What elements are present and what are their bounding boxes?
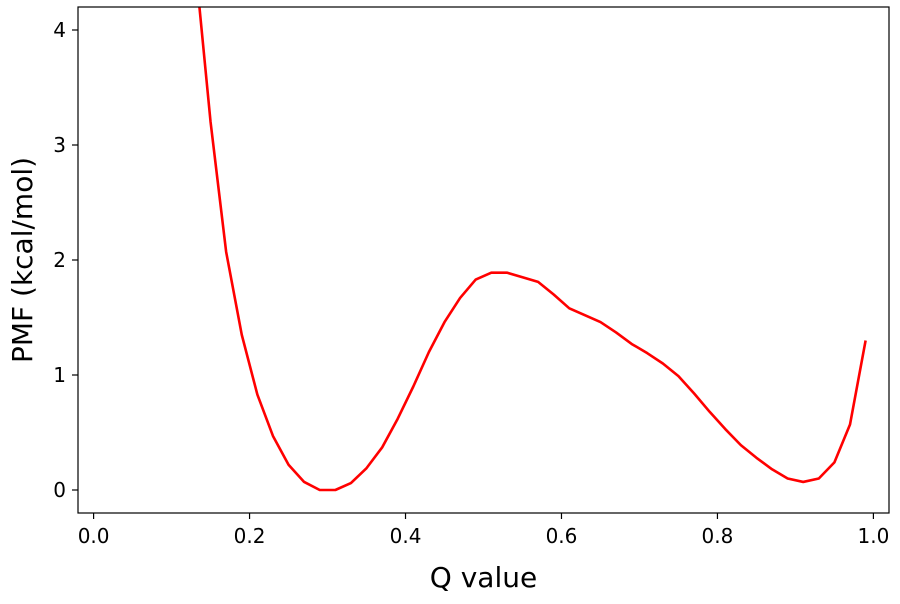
series-layer — [198, 7, 867, 492]
y-axis: 0 1 2 3 4 — [53, 18, 78, 502]
x-tick-label-5: 1.0 — [857, 524, 889, 548]
y-tick-label-0: 0 — [53, 478, 66, 502]
y-axis-label: PMF (kcal/mol) — [6, 157, 39, 363]
y-tick-label-3: 3 — [53, 133, 66, 157]
x-tick-label-0: 0.0 — [78, 524, 110, 548]
x-tick-label-2: 0.4 — [390, 524, 422, 548]
y-tick-label-1: 1 — [53, 363, 66, 387]
y-tick-label-4: 4 — [53, 18, 66, 42]
plot-frame — [77, 6, 890, 514]
y-tick-label-2: 2 — [53, 248, 66, 272]
x-tick-label-4: 0.8 — [702, 524, 734, 548]
x-axis-label: Q value — [430, 561, 537, 594]
series-line-0 — [198, 7, 867, 492]
x-tick-label-3: 0.6 — [546, 524, 578, 548]
x-axis: 0.0 0.2 0.4 0.6 0.8 1.0 — [78, 513, 889, 548]
x-tick-label-1: 0.2 — [234, 524, 266, 548]
